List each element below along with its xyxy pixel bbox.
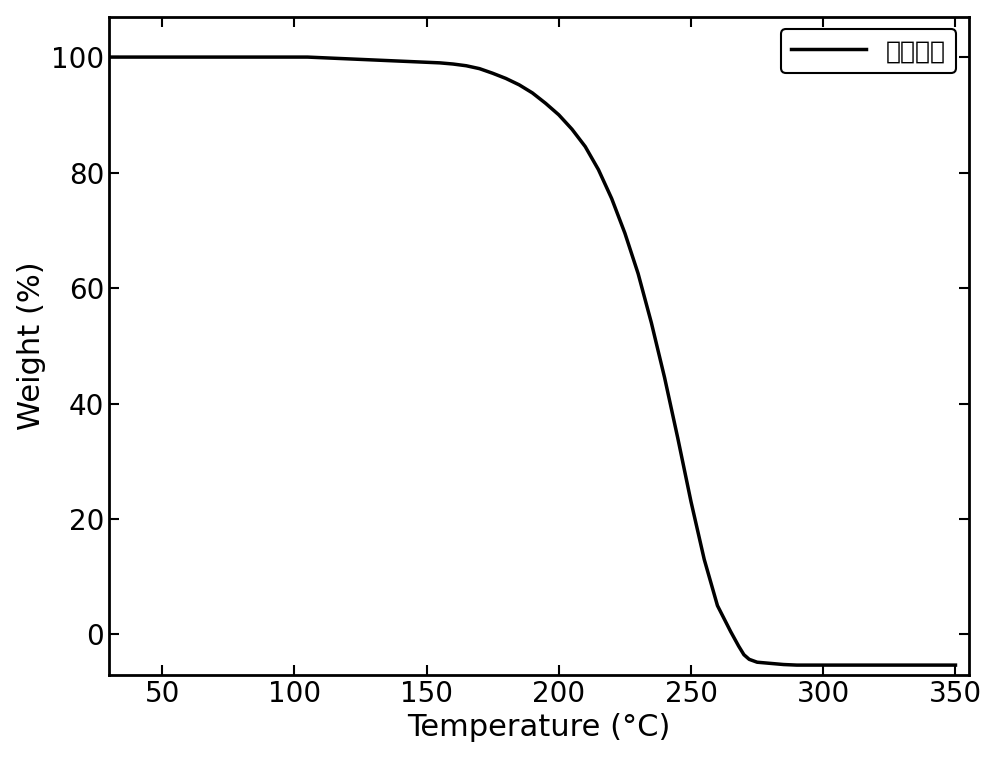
苯甲酰肼 [778, 660, 790, 669]
Line: 苯甲酰肼: 苯甲酰肼 [109, 57, 955, 665]
Legend: 苯甲酰肼: 苯甲酰肼 [781, 29, 956, 73]
苯甲酰肼 [949, 660, 961, 669]
苯甲酰肼 [592, 165, 604, 175]
苯甲酰肼 [169, 52, 181, 61]
X-axis label: Temperature (°C): Temperature (°C) [407, 713, 671, 742]
苯甲酰肼 [262, 52, 274, 61]
苯甲酰肼 [500, 74, 512, 83]
Y-axis label: Weight (%): Weight (%) [17, 262, 46, 430]
苯甲酰肼 [103, 52, 115, 61]
苯甲酰肼 [315, 53, 327, 62]
苯甲酰肼 [791, 660, 803, 669]
